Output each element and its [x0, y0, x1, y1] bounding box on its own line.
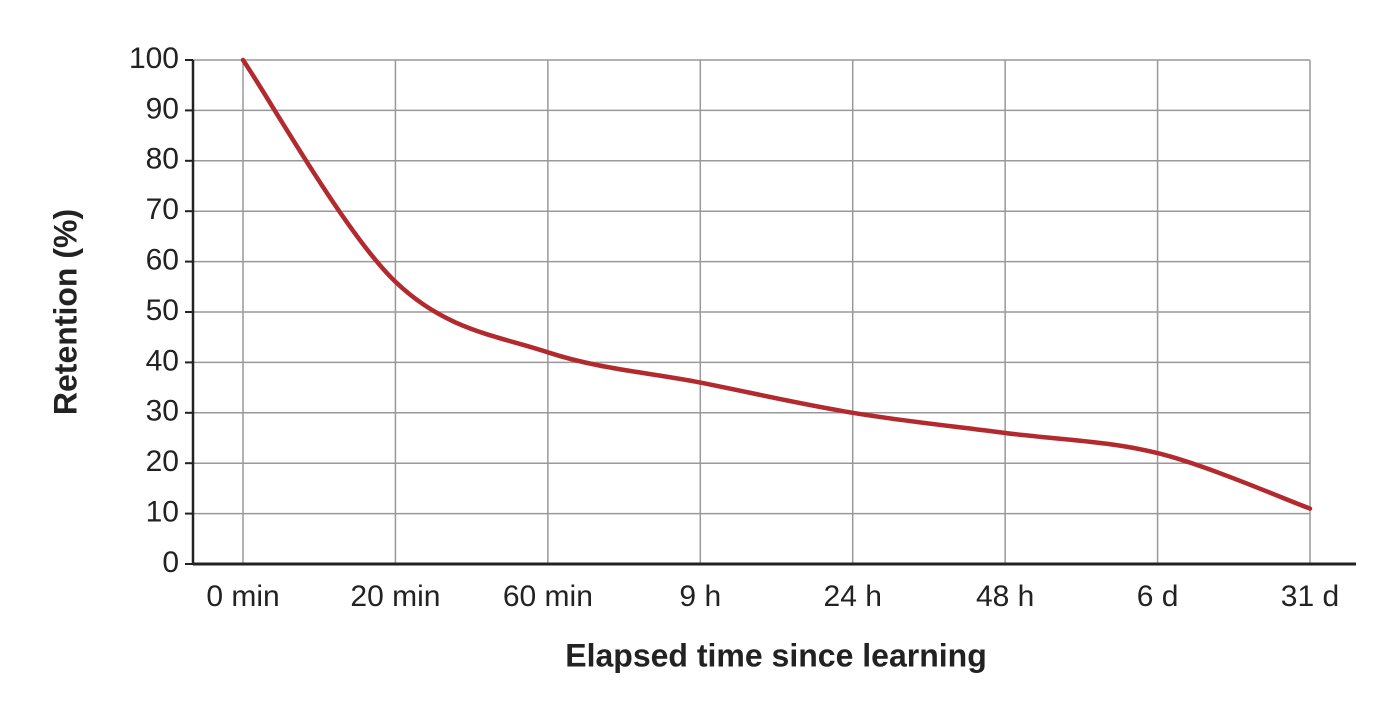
y-tick-label: 100: [129, 42, 179, 75]
y-tick-label: 30: [146, 395, 179, 428]
y-tick-label: 0: [162, 546, 179, 579]
y-tick-label: 80: [146, 143, 179, 176]
y-tick-label: 50: [146, 294, 179, 327]
x-tick-label: 31 d: [1281, 580, 1339, 613]
x-tick-label: 24 h: [824, 580, 882, 613]
x-axis-title: Elapsed time since learning: [565, 637, 986, 673]
y-tick-label: 40: [146, 344, 179, 377]
x-tick-label: 0 min: [206, 580, 279, 613]
y-tick-label: 90: [146, 92, 179, 125]
x-tick-label: 60 min: [503, 580, 593, 613]
y-tick-label: 70: [146, 193, 179, 226]
x-tick-label: 20 min: [350, 580, 440, 613]
y-tick-label: 60: [146, 244, 179, 277]
y-tick-label: 20: [146, 445, 179, 478]
y-tick-label: 10: [146, 496, 179, 529]
line-series: [240, 57, 1313, 511]
y-axis-title: Retention (%): [47, 209, 83, 415]
x-tick-label: 6 d: [1137, 580, 1179, 613]
x-tick-label: 48 h: [976, 580, 1034, 613]
x-tick-label: 9 h: [679, 580, 721, 613]
